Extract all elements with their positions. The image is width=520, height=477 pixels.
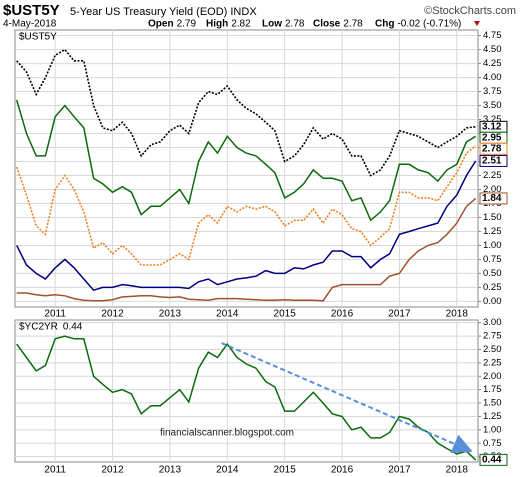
series-line	[15, 99, 477, 222]
series-line	[16, 160, 477, 292]
end-label: 2.51	[482, 156, 502, 167]
end-label-box	[479, 154, 508, 167]
y-tick-label: 0.50	[483, 268, 502, 279]
quote-label: Chg	[375, 19, 394, 30]
y-tick-label: 4.50	[483, 44, 502, 55]
x-tick-label: 2012	[101, 309, 124, 320]
quote-label: Close	[313, 19, 341, 30]
y-tick-label: 4.25	[483, 58, 502, 69]
x-tick-label: 2013	[159, 309, 182, 320]
y-tick-label: 0.75	[483, 254, 502, 265]
x-tick-label: 2016	[331, 309, 354, 320]
end-label: 0.44	[482, 454, 502, 465]
y-tick-label: 2.00	[483, 371, 502, 382]
x-tick-label: 2014	[216, 465, 239, 476]
legend-name: $UST5Y	[19, 32, 57, 43]
y-tick-label: 2.25	[483, 357, 502, 368]
y-tick-label: 4.75	[483, 30, 502, 41]
legend-value: 0.44	[63, 322, 83, 333]
x-tick-label: 2011	[44, 309, 66, 320]
x-tick-label: 2011	[44, 465, 66, 476]
y-tick-label: 1.00	[483, 424, 502, 435]
y-tick-label: 3.50	[483, 100, 502, 111]
series-line	[15, 145, 477, 266]
quote-value: 2.79	[177, 19, 197, 30]
y-tick-label: 4.00	[483, 72, 502, 83]
plot-area	[14, 29, 479, 308]
end-label: 2.95	[482, 132, 502, 143]
x-tick-label: 2018	[446, 309, 469, 320]
plot-area	[14, 319, 479, 463]
description: 5-Year US Treasury Yield (EOD) INDX	[70, 6, 257, 18]
date: 4-May-2018	[3, 19, 57, 30]
quote-label: Open	[148, 19, 174, 30]
y-tick-label: 3.25	[483, 114, 502, 125]
y-tick-label: 0.25	[483, 282, 502, 293]
trend-line	[221, 342, 473, 454]
x-tick-label: 2012	[101, 465, 124, 476]
y-tick-label: 1.25	[483, 411, 502, 422]
end-label: 3.12	[482, 121, 502, 132]
series-line	[16, 197, 477, 302]
end-label-box	[479, 192, 508, 205]
series-line	[16, 48, 476, 177]
y-tick-label: 2.00	[483, 184, 502, 195]
y-tick-label: 2.25	[483, 170, 502, 181]
end-label-box	[479, 453, 508, 466]
y-tick-label: 1.50	[483, 398, 502, 409]
x-tick-label: 2017	[388, 465, 411, 476]
symbol: $UST5Y	[3, 2, 60, 19]
quote-label: High	[206, 19, 228, 30]
source: ©StockCharts.com	[424, 5, 516, 17]
y-tick-label: 2.50	[483, 344, 502, 355]
legend-name: $YC2YR	[19, 322, 58, 333]
x-tick-label: 2015	[274, 309, 297, 320]
quote-value: -0.02 (-0.71%)	[397, 19, 461, 30]
end-label: 2.78	[482, 143, 502, 154]
end-label-box	[479, 142, 508, 155]
quote-label: Low	[262, 19, 282, 30]
x-tick-label: 2016	[331, 465, 354, 476]
y-tick-label: 1.75	[483, 384, 502, 395]
y-tick-label: 3.00	[483, 317, 502, 328]
watermark: financialscanner.blogspot.com	[160, 428, 294, 439]
quote-value: 2.78	[285, 19, 305, 30]
x-tick-label: 2015	[274, 465, 297, 476]
y-tick-label: 0.00	[483, 296, 502, 307]
y-tick-label: 1.00	[483, 240, 502, 251]
quote-value: 2.82	[231, 19, 251, 30]
quote-value: 2.78	[343, 19, 363, 30]
y-tick-label: 3.75	[483, 86, 502, 97]
x-tick-label: 2013	[159, 465, 182, 476]
y-tick-label: 0.75	[483, 438, 502, 449]
y-tick-label: 1.50	[483, 212, 502, 223]
down-triangle	[474, 21, 480, 26]
y-tick-label: 1.25	[483, 226, 502, 237]
y-tick-label: 2.75	[483, 331, 502, 342]
x-tick-label: 2014	[216, 309, 239, 320]
x-tick-label: 2018	[446, 465, 469, 476]
series-line	[16, 335, 477, 461]
x-tick-label: 2017	[388, 309, 411, 320]
end-label: 1.84	[482, 193, 502, 204]
